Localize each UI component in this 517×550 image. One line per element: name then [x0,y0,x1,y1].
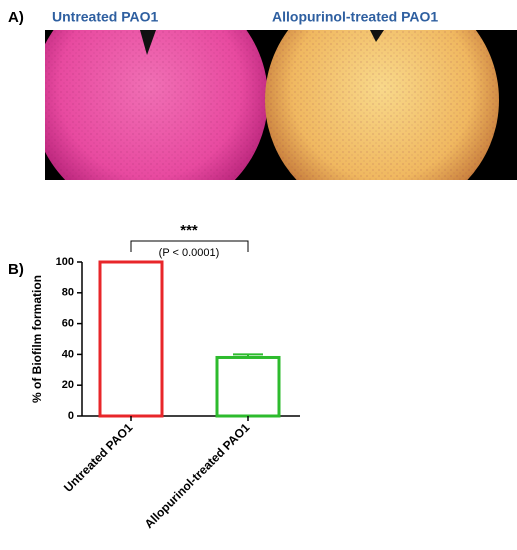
y-tick-label: 60 [62,318,74,330]
pointer [370,30,384,42]
panel-label: B) [8,261,24,278]
pointer [140,30,156,55]
bracket [130,240,249,252]
panel-label: A) [8,9,24,26]
y-axis-label: % of Biofilm formation [30,275,44,403]
p-value: (P < 0.0001) [159,247,220,259]
bar [215,355,281,418]
x-tick-label: Untreated PAO1 [61,420,136,495]
texture [265,30,499,180]
bar [98,260,164,418]
y-tick-label: 40 [62,348,74,360]
micrographs [45,30,517,180]
y-tick-label: 0 [68,410,74,422]
image-label: Allopurinol-treated PAO1 [272,9,438,25]
texture [45,30,268,180]
significance: *** [180,222,198,239]
y-tick-label: 100 [56,256,74,268]
y-tick-label: 80 [62,287,74,299]
x-tick-label: Allopurinol-treated PAO1 [142,420,253,531]
image-label: Untreated PAO1 [52,9,159,25]
y-tick-label: 20 [62,379,74,391]
